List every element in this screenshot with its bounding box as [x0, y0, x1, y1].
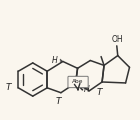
- Text: Abe: Abe: [72, 79, 83, 84]
- Text: H: H: [83, 85, 89, 94]
- Text: T: T: [96, 88, 102, 97]
- Text: T: T: [6, 83, 11, 92]
- FancyBboxPatch shape: [68, 76, 88, 88]
- Text: OH: OH: [112, 35, 124, 44]
- Text: H: H: [52, 56, 58, 65]
- Text: T: T: [55, 97, 61, 106]
